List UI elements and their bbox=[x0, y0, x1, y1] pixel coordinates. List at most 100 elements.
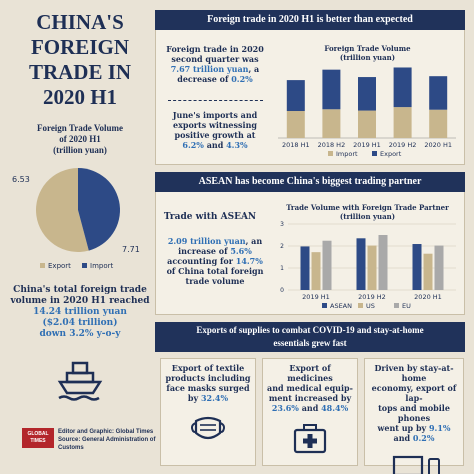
chart1-bar-export-1 bbox=[322, 69, 341, 110]
asean-line-6: trade volume bbox=[185, 276, 245, 286]
q2-pct: 0.2% bbox=[231, 74, 253, 84]
section-3-banner-line-2: essentials grew fast bbox=[273, 338, 347, 348]
section-2-banner: ASEAN has become China's biggest trading… bbox=[155, 172, 465, 192]
chart2-bar-1-0 bbox=[356, 238, 366, 290]
pie-label-import: 6.53 bbox=[12, 175, 30, 184]
partner-trade-chart: 0 1 2 3 2019 H1 2019 H2 2020 H1 ASEAN US EU bbox=[280, 221, 456, 310]
credit-line-3: Customs bbox=[58, 445, 84, 451]
title-line-3: TRADE IN bbox=[28, 60, 132, 84]
chart1-bar-export-0 bbox=[286, 80, 305, 112]
asean-share: 14.7% bbox=[235, 256, 263, 266]
chart2-legend-label-2: EU bbox=[402, 302, 411, 310]
chart2-ytick-3: 3 bbox=[280, 221, 284, 228]
chart1-legend-label-0: Import bbox=[336, 150, 358, 158]
chart2-legend-swatch-2 bbox=[394, 303, 399, 308]
chart1-legend-label-1: Export bbox=[380, 150, 402, 158]
chart-2-title-line-2: (trillion yuan) bbox=[339, 212, 396, 221]
trade-summary: China's total foreign trade volume in 20… bbox=[10, 285, 150, 340]
pie-title-line-2: of 2020 H1 bbox=[59, 134, 101, 144]
june-line-3: positive growth at bbox=[174, 130, 256, 140]
medical-kit-icon bbox=[293, 424, 327, 454]
title-line-4: 2020 H1 bbox=[42, 85, 118, 109]
q2-value: 7.67 trillion yuan bbox=[170, 64, 249, 74]
card1-line-4: by bbox=[187, 393, 199, 403]
chart1-bar-import-1 bbox=[322, 109, 341, 138]
credit-line-2: Source: General Administration of bbox=[58, 437, 156, 443]
section-2-banner-text: ASEAN has become China's biggest trading… bbox=[198, 176, 422, 187]
chart1-tick-label-1: 2018 H2 bbox=[318, 141, 346, 149]
chart1-bar-import-3 bbox=[393, 107, 412, 138]
asean-line-4: accounting for bbox=[167, 256, 233, 266]
credit-line-1: Editor and Graphic: Global Times bbox=[58, 429, 154, 435]
chart1-bar-export-2 bbox=[358, 77, 376, 111]
chart-1-title-line-1: Foreign Trade Volume bbox=[324, 44, 411, 53]
pie-legend-swatch-export bbox=[40, 263, 45, 268]
summary-usd: ($2.04 trillion) bbox=[42, 318, 118, 328]
chart2-tick-label-1: 2019 H2 bbox=[358, 293, 386, 301]
chart-2-title: Trade Volume with Foreign Trade Partner … bbox=[275, 203, 460, 221]
summary-line-2: volume in 2020 H1 reached bbox=[10, 296, 150, 306]
credits: Editor and Graphic: Global Times Source:… bbox=[58, 428, 158, 452]
summary-value: 14.24 trillion yuan bbox=[33, 307, 127, 317]
card1-value: 32.4% bbox=[200, 393, 229, 403]
chart1-tick-label-2: 2019 H1 bbox=[353, 141, 381, 149]
chart2-ytick-1: 1 bbox=[280, 265, 284, 272]
section-1-banner-text: Foreign trade in 2020 H1 is better than … bbox=[207, 14, 413, 25]
pie-slice-export bbox=[36, 168, 89, 252]
title-line-2: FOREIGN bbox=[30, 35, 129, 59]
card3-line-4: went up by bbox=[377, 423, 427, 433]
chart1-legend-swatch-1 bbox=[372, 151, 377, 156]
june-v1: 6.2% bbox=[182, 140, 204, 150]
card1-line-3: face masks surged bbox=[166, 383, 250, 393]
chart2-legend-label-1: US bbox=[366, 302, 375, 310]
asean-text: 2.09 trillion yuan, an increase of 5.6% … bbox=[160, 236, 270, 286]
logo-text: GLOBAL TIMES bbox=[27, 431, 49, 444]
section-3-banner: Exports of supplies to combat COVID-19 a… bbox=[155, 322, 465, 352]
chart2-tick-label-2: 2020 H1 bbox=[414, 293, 442, 301]
asean-line-3: increase of bbox=[178, 246, 228, 256]
chart2-bar-2-0 bbox=[412, 244, 422, 290]
asean-value: 2.09 trillion yuan bbox=[167, 236, 246, 246]
chart1-tick-label-0: 2018 H1 bbox=[282, 141, 310, 149]
chart1-tick-label-4: 2020 H1 bbox=[424, 141, 452, 149]
section-3-banner-line-1: Exports of supplies to combat COVID-19 a… bbox=[196, 325, 424, 335]
pie-legend-label-export: Export bbox=[48, 262, 71, 270]
chart2-ytick-0: 0 bbox=[280, 287, 284, 294]
chart-1-title-line-2: (trillion yuan) bbox=[339, 53, 396, 62]
card2-line-3: ment increased by bbox=[268, 393, 352, 403]
card2-line-1: Export of medicines bbox=[287, 363, 333, 383]
chart2-bar-0-0 bbox=[300, 246, 310, 290]
pie-title-line-3: (trillion yuan) bbox=[53, 145, 107, 155]
card3-line-3: tops and mobile phones bbox=[378, 403, 450, 423]
chart2-tick-label-0: 2019 H1 bbox=[302, 293, 330, 301]
card2-and: and bbox=[301, 403, 319, 413]
chart2-bar-0-1 bbox=[311, 252, 321, 290]
chart2-ytick-2: 2 bbox=[280, 243, 284, 250]
pie-legend-swatch-import bbox=[82, 263, 87, 268]
asean-line-5: of China total foreign bbox=[166, 266, 264, 276]
ship-icon bbox=[57, 361, 103, 401]
summary-change: down 3.2% y-o-y bbox=[39, 329, 121, 339]
chart2-bar-1-2 bbox=[378, 235, 388, 290]
pie-label-export: 7.71 bbox=[122, 245, 140, 254]
card-medicine: Export of medicines and medical equip- m… bbox=[262, 358, 358, 466]
card2-v2: 48.4% bbox=[321, 403, 349, 413]
june-line-1: June's imports and bbox=[172, 110, 258, 120]
q2-line-1: Foreign trade in 2020 bbox=[166, 44, 264, 54]
section-foreign-trade bbox=[155, 10, 465, 165]
chart1-bar-import-4 bbox=[429, 109, 448, 138]
chart2-legend-label-0: ASEAN bbox=[330, 302, 352, 310]
card3-v1: 9.1% bbox=[428, 423, 451, 433]
chart1-bar-export-3 bbox=[393, 67, 412, 108]
card1-line-2: products including bbox=[165, 373, 251, 383]
card2-v1: 23.6% bbox=[271, 403, 299, 413]
pie-title: Foreign Trade Volume of 2020 H1 (trillio… bbox=[10, 123, 150, 156]
chart2-legend-swatch-0 bbox=[322, 303, 327, 308]
global-times-logo: GLOBAL TIMES bbox=[22, 428, 54, 448]
card3-and: and bbox=[393, 433, 411, 443]
dashed-divider bbox=[168, 100, 263, 101]
q2-tail-b: decrease of bbox=[177, 74, 229, 84]
chart1-tick-label-3: 2019 H2 bbox=[389, 141, 417, 149]
chart2-bar-2-1 bbox=[423, 253, 433, 290]
chart2-legend-swatch-1 bbox=[358, 303, 363, 308]
